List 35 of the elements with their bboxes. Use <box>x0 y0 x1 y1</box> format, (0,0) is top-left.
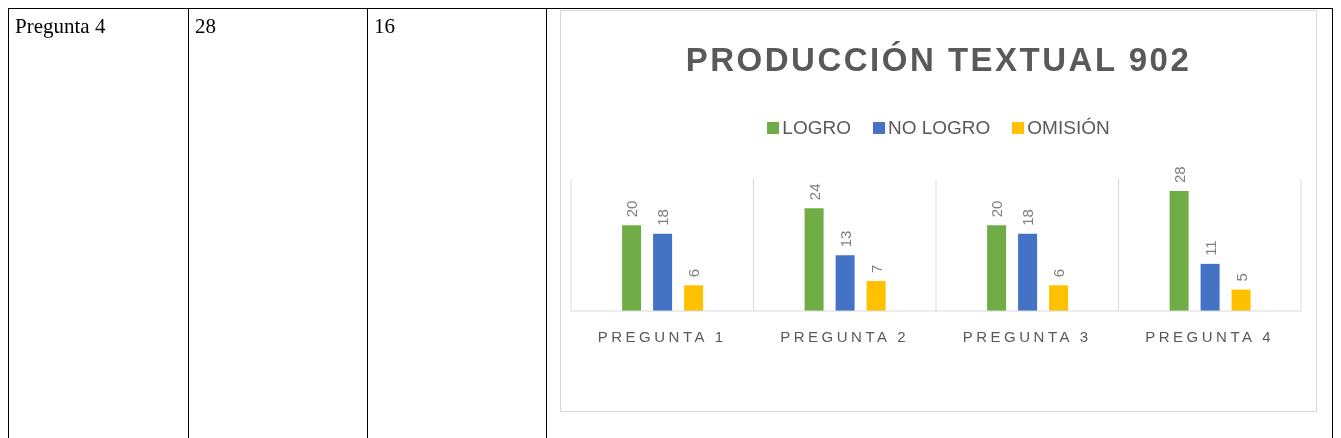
bar <box>622 225 642 311</box>
x-tick-label: PREGUNTA 1 <box>597 327 727 345</box>
legend-label: OMISIÓN <box>1026 117 1110 139</box>
bar <box>987 225 1007 311</box>
data-label: 24 <box>805 183 823 201</box>
data-label: 28 <box>1170 166 1188 183</box>
bar <box>835 255 855 311</box>
bar <box>653 233 673 311</box>
bar <box>1169 191 1189 311</box>
data-label: 6 <box>1050 268 1068 278</box>
data-label: 18 <box>654 209 672 226</box>
data-label: 18 <box>1019 209 1037 226</box>
bar <box>1231 289 1251 311</box>
x-tick-label: PREGUNTA 2 <box>780 327 910 345</box>
data-label: 11 <box>1201 240 1219 256</box>
bar <box>1200 263 1220 311</box>
text: Pregunta 4 <box>15 14 106 39</box>
bar <box>1018 233 1038 311</box>
data-label: 20 <box>988 200 1006 218</box>
bar <box>866 281 886 311</box>
data-label: 7 <box>867 264 885 273</box>
legend-label: NO LOGRO <box>886 117 991 139</box>
legend-label: LOGRO <box>781 117 851 139</box>
bar <box>804 208 824 311</box>
chart-title: PRODUCCIÓN TEXTUAL 902 <box>684 41 1193 79</box>
data-label: 5 <box>1232 273 1250 282</box>
data-label: 13 <box>836 230 854 248</box>
data-label: 20 <box>623 200 641 218</box>
bar <box>1049 285 1069 311</box>
data-label: 6 <box>685 268 703 278</box>
bar <box>684 285 704 311</box>
x-tick-label: PREGUNTA 4 <box>1145 327 1275 345</box>
text: 28 <box>195 14 216 39</box>
text: 16 <box>374 14 395 39</box>
x-tick-label: PREGUNTA 3 <box>962 327 1092 345</box>
